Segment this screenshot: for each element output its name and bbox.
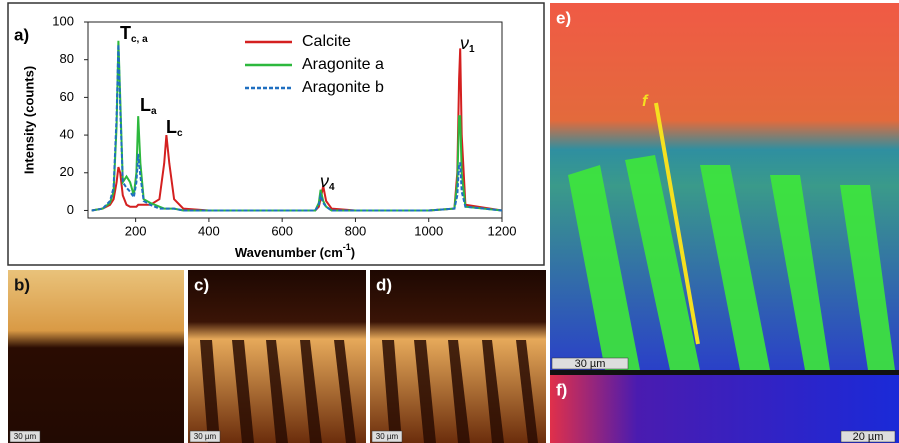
y-tick-label: 80 [60,51,74,66]
scale-label: 20 µm [853,431,884,443]
legend-label: Calcite [302,33,351,50]
panel-label: c) [194,275,209,294]
line-label: f [642,93,649,110]
y-tick-label: 60 [60,89,74,104]
x-tick-label: 800 [345,223,367,238]
x-tick-label: 1200 [488,223,517,238]
peak-annotation: La [140,95,157,117]
legend-label: Aragonite b [302,79,384,96]
y-tick-label: 20 [60,164,74,179]
scale-bar [9,430,41,443]
text-part: ) [351,245,355,260]
text-part: c, a [131,34,148,45]
scale-label: 30 µm [575,358,606,370]
y-tick-label: 0 [67,202,74,217]
stripes-e [568,155,895,370]
x-tick-label: 600 [271,223,293,238]
scale-bar [189,430,221,443]
x-tick-label: 1000 [414,223,443,238]
chart-frame [7,2,545,266]
x-tick-label: 200 [125,223,147,238]
peak-annotation: Tc, a [120,23,148,45]
peak-annotation: ν4 [320,171,335,193]
scale-bar [840,430,896,443]
text-part: 1 [469,44,475,55]
panel-label: a) [14,25,29,44]
panel-label: d) [376,275,392,294]
plot-area [87,21,503,219]
scale-bar [551,357,629,370]
text-part: L [166,117,177,137]
text-part: c [177,128,183,139]
text-part: L [140,95,151,115]
text-part: a [151,106,157,117]
x-axis-label: Wavenumber (cm-1) [235,242,355,260]
text-part: T [120,23,131,43]
peak-annotation: ν1 [460,33,475,55]
image-b [8,270,184,443]
text-part: -1 [343,242,351,252]
panel-label: b) [14,275,30,294]
text-part: ν [320,171,329,191]
peak-annotation: Lc [166,117,183,139]
panel-label: f) [556,380,567,399]
text-part: ν [460,33,469,53]
y-axis-label: Intensity (counts) [21,66,36,174]
panel-label: e) [556,8,571,27]
scale-label: 30 µm [14,432,37,441]
stripes-c [200,340,538,443]
legend-label: Aragonite a [302,56,384,73]
y-tick-label: 100 [52,13,74,28]
text-part: 4 [329,182,335,193]
series-line [91,44,503,212]
profile-line [654,102,700,345]
scale-bar [371,430,403,443]
text-part: Wavenumber (cm [235,245,343,260]
separator [550,370,899,375]
scale-label: 30 µm [376,432,399,441]
y-tick-label: 40 [60,127,74,142]
scale-label: 30 µm [194,432,217,441]
x-tick-label: 400 [198,223,220,238]
